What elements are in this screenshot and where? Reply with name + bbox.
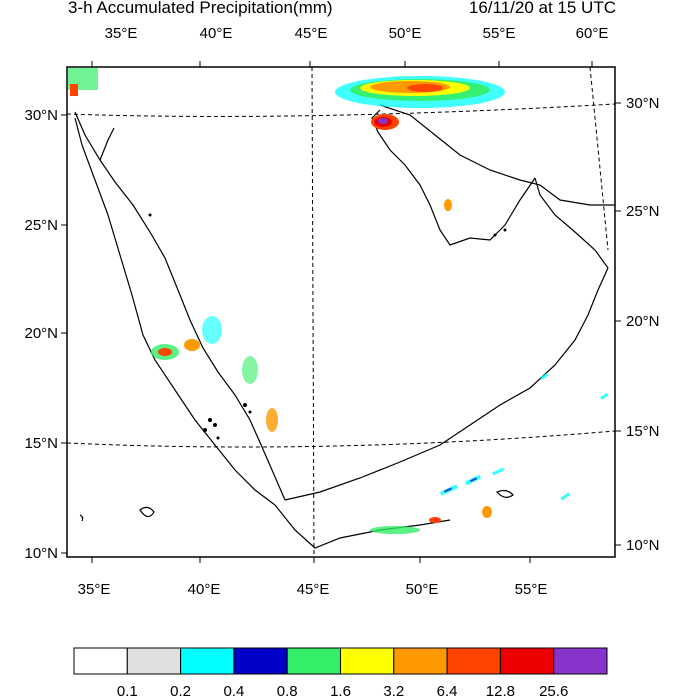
right-lat-label: 15°N	[626, 423, 660, 440]
right-latitude-labels: 30°N 25°N 20°N 15°N 10°N	[626, 95, 660, 554]
left-lat-label: 20°N	[24, 325, 58, 342]
island-2	[79, 514, 84, 522]
precip-area-red-sea-5	[266, 408, 278, 432]
map-title: 3-h Accumulated Precipitation(mm)	[68, 0, 333, 17]
colorbar: 0.1 0.2 0.4 0.8 1.6 3.2 6.4 12.8 25.6	[73, 647, 608, 700]
persian-gulf-west-coast	[371, 109, 536, 246]
precip-area-red-sea-3	[202, 316, 222, 344]
persian-gulf-east-coast	[379, 104, 615, 206]
colorbar-swatch	[393, 647, 448, 675]
colorbar-swatch	[446, 647, 501, 675]
arabia-south-coast	[284, 267, 609, 501]
precip-core-northwest	[70, 84, 78, 96]
colorbar-swatch	[499, 647, 555, 675]
colorbar-threshold-label: 1.6	[330, 683, 351, 700]
meridian-60e	[589, 66, 609, 251]
precip-area-socotra	[482, 506, 492, 518]
top-lon-label: 50°E	[389, 25, 422, 42]
bottom-lon-label: 45°E	[297, 581, 330, 598]
top-lon-label: 45°E	[295, 25, 328, 42]
map-frame	[66, 66, 616, 558]
precip-area-qatar	[444, 199, 452, 211]
right-lat-label: 30°N	[626, 95, 660, 112]
left-lat-label: 15°N	[24, 435, 58, 452]
colorbar-swatch	[340, 647, 395, 675]
colorbar-swatch	[180, 647, 235, 675]
colorbar-swatch	[233, 647, 288, 675]
colorbar-threshold-label: 25.6	[539, 683, 568, 700]
right-lat-label: 20°N	[626, 313, 660, 330]
colorbar-swatch	[126, 647, 182, 675]
island-1	[139, 506, 155, 518]
meridian-45e	[311, 66, 315, 558]
precip-area-north-red	[407, 84, 443, 92]
valid-time-label: 16/11/20 at 15 UTC	[468, 0, 616, 17]
bottom-lon-label: 40°E	[188, 581, 221, 598]
colorbar-swatch	[73, 647, 128, 675]
left-lat-label: 30°N	[24, 107, 58, 124]
red-sea-west-coast	[74, 117, 276, 506]
colorbar-threshold-label: 0.2	[170, 683, 191, 700]
precip-area-red-sea-4	[242, 356, 258, 384]
bottom-longitude-labels: 35°E 40°E 45°E 50°E 55°E	[78, 581, 548, 598]
top-lon-label: 60°E	[576, 25, 609, 42]
oman-coast	[534, 177, 609, 269]
precip-core-red-sea-1	[158, 348, 172, 356]
colorbar-threshold-label: 6.4	[437, 683, 458, 700]
bottom-lon-label: 55°E	[515, 581, 548, 598]
top-lon-label: 35°E	[105, 25, 138, 42]
precip-area-arabian-sea-moderate	[443, 477, 478, 493]
colorbar-threshold-label: 0.1	[117, 683, 138, 700]
gulf-of-aqaba	[99, 127, 115, 161]
colorbar-threshold-label: 3.2	[383, 683, 404, 700]
tick-marks	[61, 61, 621, 563]
colorbar-threshold-label: 0.4	[223, 683, 244, 700]
colorbar-swatch	[553, 647, 608, 675]
bottom-lon-label: 50°E	[406, 581, 439, 598]
colorbar-swatch	[286, 647, 342, 675]
colorbar-threshold-label: 12.8	[486, 683, 515, 700]
coastlines	[74, 104, 615, 549]
red-sea-east-coast	[74, 111, 286, 501]
top-lon-label: 40°E	[200, 25, 233, 42]
precip-trace-sw-arabia	[148, 213, 507, 440]
precip-area-red-sea-2	[184, 339, 200, 351]
precipitation-field	[68, 68, 609, 534]
precip-core-gulf-of-aden	[429, 517, 441, 523]
bottom-lon-label: 35°E	[78, 581, 111, 598]
parallel-15n	[66, 430, 616, 448]
top-longitude-labels: 35°E 40°E 45°E 50°E 55°E 60°E	[105, 25, 609, 42]
top-lon-label: 55°E	[483, 25, 516, 42]
left-lat-label: 25°N	[24, 217, 58, 234]
socotra-island	[495, 489, 514, 498]
horn-of-africa-coast	[274, 504, 451, 549]
graticule	[66, 66, 616, 558]
colorbar-threshold-label: 0.8	[277, 683, 298, 700]
parallel-30n	[66, 103, 616, 117]
left-lat-label: 10°N	[24, 545, 58, 562]
right-lat-label: 25°N	[626, 203, 660, 220]
right-lat-label: 10°N	[626, 537, 660, 554]
precip-core-kuwait-inner	[378, 118, 388, 124]
precip-area-gulf-of-aden	[370, 526, 420, 534]
left-latitude-labels: 30°N 25°N 20°N 15°N 10°N	[24, 107, 58, 562]
